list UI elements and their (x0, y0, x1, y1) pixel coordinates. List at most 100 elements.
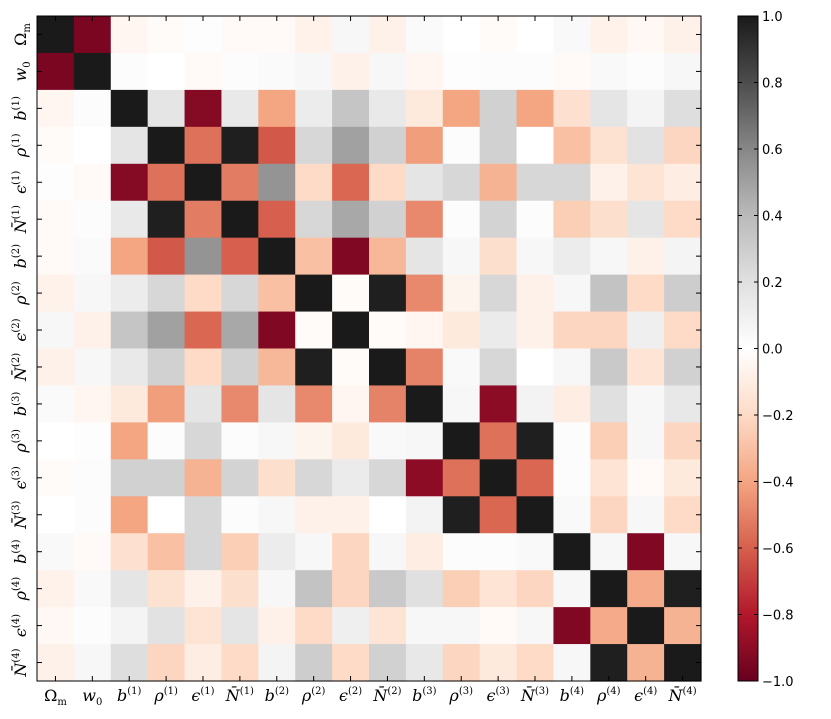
heatmap-cell (295, 644, 333, 682)
heatmap-cell (553, 200, 591, 239)
heatmap-cell (479, 311, 518, 350)
heatmap-cell (479, 126, 518, 165)
heatmap-cell (664, 163, 702, 202)
heatmap-cell (664, 16, 702, 54)
heatmap-cell (110, 644, 149, 682)
heatmap-cell (479, 89, 518, 128)
heatmap-cell (332, 348, 370, 387)
heatmap-cell (147, 237, 186, 276)
heatmap-cell (258, 16, 296, 54)
heatmap-cell (405, 311, 444, 350)
heatmap-cell (37, 52, 75, 91)
heatmap-cell (37, 607, 75, 645)
heatmap-cell (664, 274, 702, 313)
heatmap-cell (37, 200, 75, 239)
heatmap-cell (184, 385, 223, 423)
x-tick-label: ϵ(1) (191, 686, 214, 705)
heatmap-cell (479, 607, 518, 645)
x-tick-label: b(2) (265, 686, 290, 705)
y-tick-label: Ωm (11, 23, 33, 46)
heatmap-cell (295, 52, 333, 91)
heatmap-cell (37, 274, 75, 313)
heatmap-cell (147, 163, 186, 202)
heatmap-cell (553, 644, 591, 682)
heatmap-cell (627, 126, 665, 165)
x-tick-label: w0 (82, 686, 102, 708)
colorbar: 1.0 0.8 0.6 0.4 0.2 0.0 −0.2 −0.4 −0.6 −0.8 −1.0 (737, 10, 794, 690)
heatmap-cell (184, 422, 223, 460)
heatmap-cell (221, 385, 259, 423)
heatmap-cell (147, 89, 186, 128)
heatmap-cell (627, 533, 665, 571)
heatmap-cell (147, 126, 186, 165)
colorbar-tick-label: 0.4 (762, 210, 783, 225)
heatmap-cell (295, 16, 333, 54)
heatmap-cell (516, 422, 555, 460)
colorbar-tick-label: 0.8 (762, 77, 783, 92)
heatmap-cell (590, 16, 628, 54)
heatmap-cell (664, 311, 702, 350)
heatmap-cell (664, 385, 702, 423)
x-tick-label: ϵ(3) (487, 686, 510, 705)
heatmap-cell (110, 570, 149, 608)
heatmap-cell (664, 496, 702, 534)
heatmap-cell (590, 311, 628, 350)
heatmap-cell (147, 570, 186, 608)
heatmap-cell (369, 274, 407, 313)
heatmap-cell (479, 348, 518, 387)
heatmap-cell (332, 89, 370, 128)
heatmap-cell (553, 274, 591, 313)
heatmap-cell (553, 385, 591, 423)
heatmap-cell (332, 274, 370, 313)
heatmap-cell (110, 385, 149, 423)
heatmap-cell (553, 607, 591, 645)
heatmap-cell (442, 644, 481, 682)
heatmap-cell (590, 52, 628, 91)
heatmap-cell (295, 126, 333, 165)
heatmap-cell (405, 607, 444, 645)
heatmap-cell (73, 16, 112, 54)
y-tick-label: b(1) (11, 96, 30, 121)
y-tick-label: ϵ(3) (11, 466, 30, 489)
heatmap-cell (258, 533, 296, 571)
heatmap-cell (258, 126, 296, 165)
heatmap-cell (369, 89, 407, 128)
heatmap-cell (258, 570, 296, 608)
heatmap-cell (184, 607, 223, 645)
heatmap-ticks (37, 16, 701, 681)
heatmap-cell (295, 89, 333, 128)
heatmap-cell (369, 533, 407, 571)
heatmap-cell (73, 52, 112, 91)
heatmap-cell (627, 422, 665, 460)
colorbar-tick-label: −0.8 (762, 609, 794, 624)
heatmap-cell (442, 126, 481, 165)
heatmap-cell (332, 459, 370, 497)
heatmap-cell (73, 237, 112, 276)
heatmap-cell (37, 644, 75, 682)
y-tick-label: ϵ(4) (11, 614, 30, 637)
heatmap-cell (369, 422, 407, 460)
heatmap-cell (627, 607, 665, 645)
heatmap-cell (184, 644, 223, 682)
heatmap-cell (221, 274, 259, 313)
heatmap-cell (37, 16, 75, 54)
heatmap-cell (332, 607, 370, 645)
heatmap-cell (332, 311, 370, 350)
heatmap-cell (221, 126, 259, 165)
heatmap-cell (405, 348, 444, 387)
heatmap-cell (664, 348, 702, 387)
heatmap-cell (295, 274, 333, 313)
heatmap-cell (332, 126, 370, 165)
colorbar-ticks: 1.0 0.8 0.6 0.4 0.2 0.0 −0.2 −0.4 −0.6 −0.8 −1.0 (738, 10, 794, 690)
colorbar-tick-label: 0.2 (762, 276, 783, 291)
heatmap-cell (590, 89, 628, 128)
heatmap-cell (479, 200, 518, 239)
heatmap-cell (516, 533, 555, 571)
heatmap-cell (184, 311, 223, 350)
x-tick-label: ϵ(4) (634, 686, 657, 705)
y-tick-label: ρ(3) (11, 429, 30, 454)
heatmap-cell (110, 496, 149, 534)
heatmap-cell (295, 533, 333, 571)
heatmap-cell (184, 348, 223, 387)
heatmap-cell (258, 163, 296, 202)
